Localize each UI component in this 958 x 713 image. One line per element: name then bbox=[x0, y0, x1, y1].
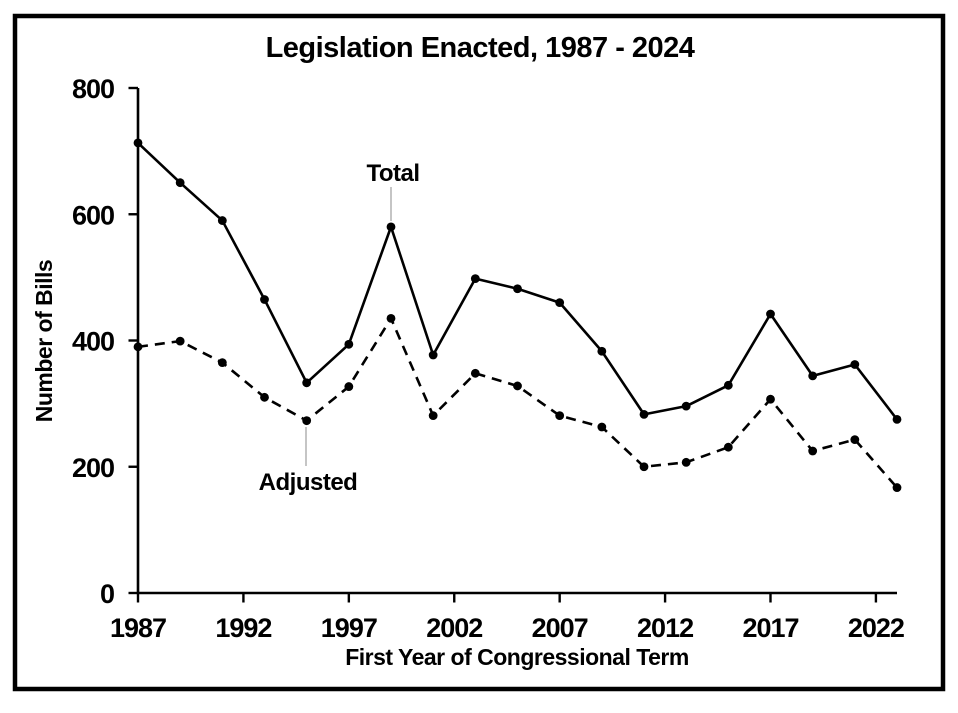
total-data-point bbox=[386, 222, 396, 232]
total-data-point bbox=[639, 409, 649, 419]
adjusted-data-point bbox=[723, 442, 733, 452]
adjusted-data-point bbox=[513, 381, 522, 391]
x-tick-label: 2017 bbox=[742, 613, 798, 643]
y-tick-label: 400 bbox=[72, 327, 114, 357]
total-data-point bbox=[133, 138, 143, 148]
adjusted-data-point bbox=[428, 411, 438, 421]
adjusted-data-point bbox=[260, 392, 269, 402]
chart-title: Legislation Enacted, 1987 - 2024 bbox=[266, 32, 695, 64]
adjusted-data-point bbox=[639, 462, 649, 472]
adjusted-series-line bbox=[137, 317, 898, 489]
x-tick-label: 1987 bbox=[110, 613, 166, 643]
y-tick-label: 200 bbox=[72, 453, 114, 483]
total-data-point bbox=[597, 346, 607, 356]
total-data-point bbox=[470, 274, 480, 284]
x-tick-label: 1992 bbox=[215, 613, 271, 643]
x-tick-label: 1997 bbox=[321, 613, 377, 643]
total-data-point bbox=[302, 378, 312, 388]
adjusted-data-point bbox=[470, 368, 480, 378]
y-tick-label: 0 bbox=[100, 579, 114, 609]
adjusted-data-point bbox=[597, 422, 607, 432]
adjusted-data-point bbox=[808, 446, 818, 456]
total-data-point bbox=[344, 339, 354, 349]
total-data-point bbox=[850, 360, 860, 369]
adjusted-data-point bbox=[892, 483, 902, 492]
total-data-point bbox=[892, 415, 902, 424]
y-tick-label: 600 bbox=[72, 200, 114, 230]
total-data-point bbox=[808, 371, 818, 381]
annotation-total: Total bbox=[366, 160, 420, 221]
annotation-adjusted: Adjusted bbox=[259, 427, 358, 496]
total-data-point bbox=[175, 178, 185, 188]
adjusted-data-point bbox=[175, 336, 185, 346]
total-data-point bbox=[723, 380, 733, 390]
total-series-label: Total bbox=[366, 160, 419, 187]
total-series-line bbox=[137, 141, 899, 421]
adjusted-data-point bbox=[217, 358, 227, 367]
x-axis-title: First Year of Congressional Term bbox=[345, 644, 689, 670]
x-tick-label: 2002 bbox=[426, 613, 482, 643]
total-data-point bbox=[766, 309, 775, 319]
y-axis-title: Number of Bills bbox=[31, 260, 57, 422]
axis-spine bbox=[136, 88, 897, 595]
total-data-point bbox=[428, 350, 438, 360]
total-data-point bbox=[217, 216, 227, 225]
adjusted-data-point bbox=[555, 411, 565, 421]
total-data-point bbox=[260, 295, 269, 304]
axes-layer: 0 200 400 600 800 1987 1992 1997 2002 2007 2012 201… bbox=[72, 74, 905, 643]
adjusted-data-point bbox=[344, 382, 354, 391]
adjusted-data-point bbox=[850, 435, 860, 445]
adjusted-data-point bbox=[133, 342, 143, 352]
adjusted-series-label: Adjusted bbox=[259, 469, 358, 496]
adjusted-data-point bbox=[766, 394, 775, 404]
x-tick-label: 2022 bbox=[848, 613, 904, 643]
x-tick-label: 2012 bbox=[637, 613, 693, 643]
total-data-point bbox=[681, 401, 691, 411]
total-data-point bbox=[513, 284, 522, 294]
adjusted-data-point bbox=[302, 416, 312, 426]
total-data-point bbox=[555, 298, 565, 308]
adjusted-data-point bbox=[681, 457, 691, 467]
adjusted-data-point bbox=[386, 314, 396, 323]
y-tick-label: 800 bbox=[72, 74, 114, 104]
chart-frame-border bbox=[12, 13, 946, 692]
x-tick-label: 2007 bbox=[532, 613, 588, 643]
series-layer bbox=[133, 138, 902, 492]
